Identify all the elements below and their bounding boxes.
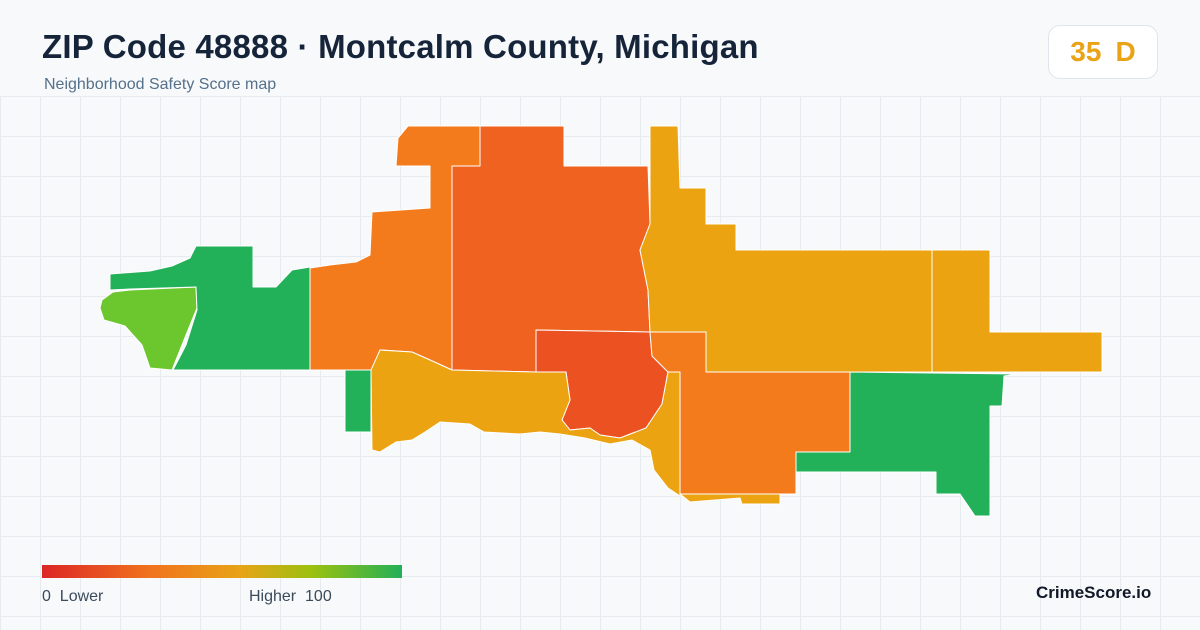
map-region-west-green[interactable] xyxy=(109,245,311,371)
legend-max-value: 100 xyxy=(305,588,332,605)
map-region-center-green-strip[interactable] xyxy=(344,369,372,433)
page-subtitle: Neighborhood Safety Score map xyxy=(44,76,277,93)
header-band xyxy=(0,0,1200,96)
map-region-east-green[interactable] xyxy=(795,371,1019,517)
score-grade: D xyxy=(1115,36,1136,67)
score-value: 35 xyxy=(1070,36,1102,67)
map-region-south-central-amber[interactable] xyxy=(370,349,681,497)
score-badge: 35 D xyxy=(1048,25,1158,79)
legend-low-label: 0 Lower xyxy=(42,588,103,606)
legend-high-label: Higher 100 xyxy=(249,588,332,606)
legend-min-text: Lower xyxy=(59,588,104,605)
brand-logo-text[interactable]: CrimeScore.io xyxy=(1036,583,1152,602)
map-region-south-amber-sliver[interactable] xyxy=(679,493,781,505)
map-region-west-lime[interactable] xyxy=(99,286,198,371)
map-region-east-amber[interactable] xyxy=(931,249,1103,373)
legend-color-scale xyxy=(42,565,402,578)
page-title: ZIP Code 48888 · Montcalm County, Michig… xyxy=(42,28,759,65)
legend-min-value: 0 xyxy=(42,588,51,605)
legend-max-text: Higher xyxy=(249,588,297,605)
